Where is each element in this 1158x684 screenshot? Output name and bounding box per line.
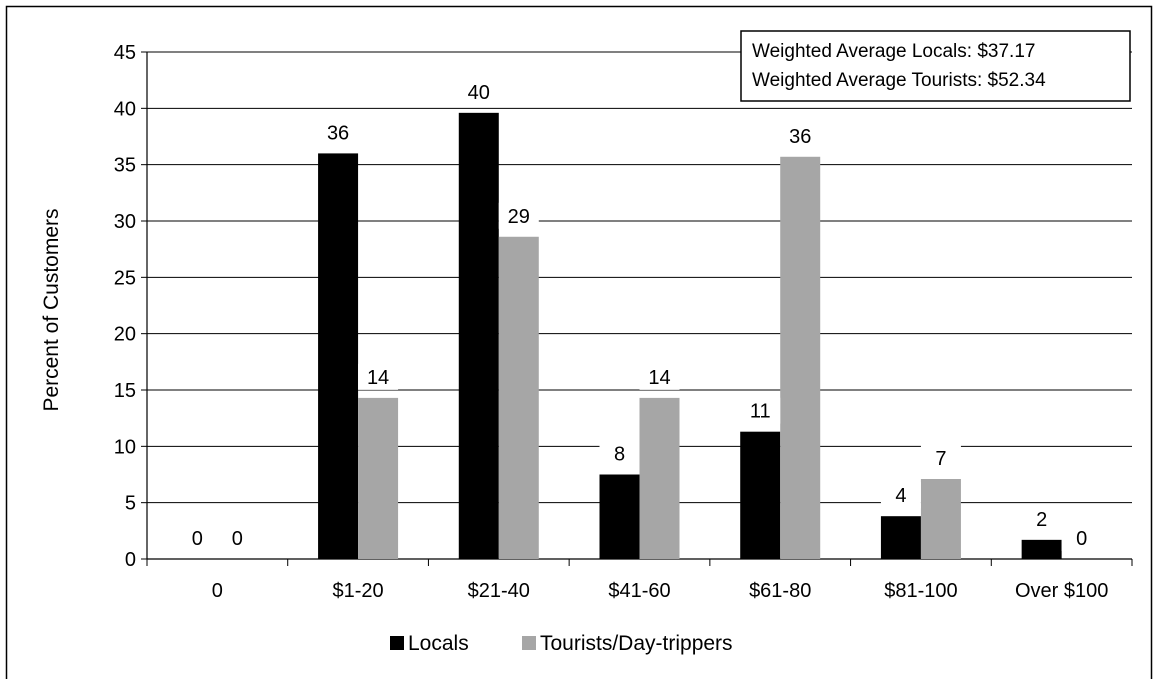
data-label-locals: 36: [327, 122, 349, 144]
bar-locals: [599, 474, 640, 559]
y-tick-label: 5: [125, 493, 136, 515]
bar-locals: [1021, 539, 1062, 559]
data-label-bg: [740, 397, 781, 424]
data-label-tourists: 36: [789, 126, 811, 148]
bar-tourists: [358, 397, 399, 559]
chart-border: [5, 5, 1153, 684]
y-tick-label: 45: [114, 42, 136, 64]
data-label-bg: [1021, 505, 1062, 532]
bar-tourists: [780, 156, 821, 559]
data-label-locals: 4: [895, 485, 906, 507]
data-label-locals: 0: [192, 528, 203, 550]
data-label-bg: [318, 119, 359, 146]
y-tick-label: 0: [125, 549, 136, 571]
annotation-frame: [740, 30, 1131, 102]
annotation-line-locals: Weighted Average Locals: $37.17: [752, 41, 1035, 62]
x-tick-label: $21-40: [468, 580, 530, 602]
y-tick-label: 30: [114, 211, 136, 233]
data-label-tourists: 29: [508, 206, 530, 228]
legend-swatch-locals: [390, 636, 404, 650]
bar-locals: [318, 153, 359, 559]
bar-locals: [740, 431, 781, 559]
y-tick-label: 10: [114, 436, 136, 458]
data-label-bg: [780, 122, 821, 149]
data-label-tourists: 14: [367, 367, 389, 389]
x-tick-label: $61-80: [749, 580, 811, 602]
data-labels: 0 0 36 14 40 29 8 14 11 36 4 7 2 0: [177, 78, 1102, 551]
data-label-bg: [599, 440, 640, 467]
data-label-locals: 40: [468, 82, 490, 104]
y-tick-label: 25: [114, 267, 136, 289]
data-label-bg: [880, 482, 921, 509]
bar-tourists: [639, 397, 680, 559]
data-label-bg: [498, 202, 539, 229]
legend: Locals Tourists/Day-trippers: [390, 632, 733, 655]
bar-locals: [458, 112, 499, 559]
legend-swatch-tourists: [522, 636, 536, 650]
y-tick-label: 15: [114, 380, 136, 402]
y-tick-label: 40: [114, 98, 136, 120]
annotation-line-tourists: Weighted Average Tourists: $52.34: [752, 70, 1046, 91]
x-tick-label: Over $100: [1015, 580, 1108, 602]
legend-label-tourists: Tourists/Day-trippers: [540, 632, 733, 655]
legend-label-locals: Locals: [408, 632, 469, 655]
x-tick-label: 0: [212, 580, 223, 602]
bars: [318, 112, 1062, 560]
data-label-locals: 8: [614, 444, 625, 466]
data-label-bg: [639, 363, 680, 390]
y-tick-label: 35: [114, 155, 136, 177]
data-label-locals: 11: [750, 401, 771, 423]
x-tick-label: $1-20: [332, 580, 383, 602]
bar-locals: [880, 516, 921, 559]
data-label-tourists: 0: [232, 528, 243, 550]
annotation-box: Weighted Average Locals: $37.17 Weighted…: [740, 30, 1131, 102]
x-tick-label: $81-100: [884, 580, 957, 602]
data-label-tourists: 0: [1076, 528, 1087, 550]
gridlines: [147, 51, 1132, 504]
x-tick-label: $41-60: [608, 580, 670, 602]
data-label-bg: [217, 525, 258, 551]
data-label-bg: [358, 363, 399, 390]
data-label-bg: [458, 78, 499, 105]
y-axis-label: Percent of Customers: [40, 208, 63, 411]
bar-tourists: [498, 236, 539, 560]
bar-tourists: [920, 479, 961, 559]
data-label-bg: [1061, 525, 1102, 551]
data-label-tourists: 14: [648, 367, 670, 389]
y-tick-label: 20: [114, 324, 136, 346]
data-label-bg: [177, 525, 218, 551]
data-label-bg: [920, 445, 961, 472]
data-label-locals: 2: [1036, 509, 1047, 531]
data-label-tourists: 7: [935, 448, 946, 470]
